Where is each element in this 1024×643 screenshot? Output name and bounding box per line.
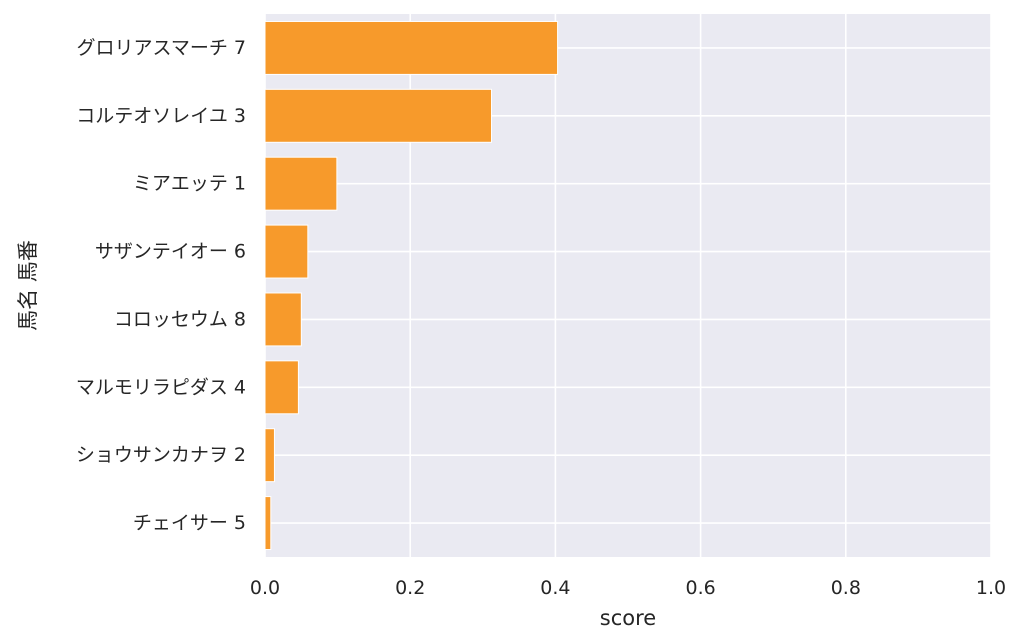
bars <box>264 20 559 551</box>
x-tick-labels: 0.0 0.2 0.4 0.6 0.8 1.0 <box>250 577 1006 599</box>
bar <box>264 88 493 143</box>
x-tick-label: 1.0 <box>976 577 1006 599</box>
x-tick-label: 0.0 <box>250 577 280 599</box>
bar <box>264 292 302 347</box>
y-tick-label: サザンテイオー 6 <box>95 241 246 263</box>
bar <box>264 428 275 483</box>
x-tick-label: 0.4 <box>540 577 570 599</box>
bar <box>264 20 559 75</box>
bar <box>264 496 272 551</box>
y-tick-label: マルモリラピダス 4 <box>76 376 246 398</box>
y-tick-label: コルテオソレイユ 3 <box>76 105 246 127</box>
x-axis-label: score <box>600 606 656 630</box>
y-tick-label: グロリアスマーチ 7 <box>76 37 246 59</box>
y-tick-label: ミアエッテ 1 <box>133 173 246 195</box>
x-tick-label: 0.8 <box>831 577 861 599</box>
y-tick-label: コロッセウム 8 <box>114 308 246 330</box>
bar <box>264 224 309 279</box>
x-tick-label: 0.2 <box>395 577 425 599</box>
y-tick-label: チェイサー 5 <box>133 512 246 534</box>
bar <box>264 156 338 211</box>
bar <box>264 360 299 415</box>
y-tick-labels: グロリアスマーチ 7 コルテオソレイユ 3 ミアエッテ 1 サザンテイオー 6 コロッセ… <box>76 37 246 534</box>
y-axis-label: 馬名 馬番 <box>16 240 40 331</box>
x-tick-label: 0.6 <box>685 577 715 599</box>
y-tick-label: ショウサンカナヲ 2 <box>76 444 246 466</box>
